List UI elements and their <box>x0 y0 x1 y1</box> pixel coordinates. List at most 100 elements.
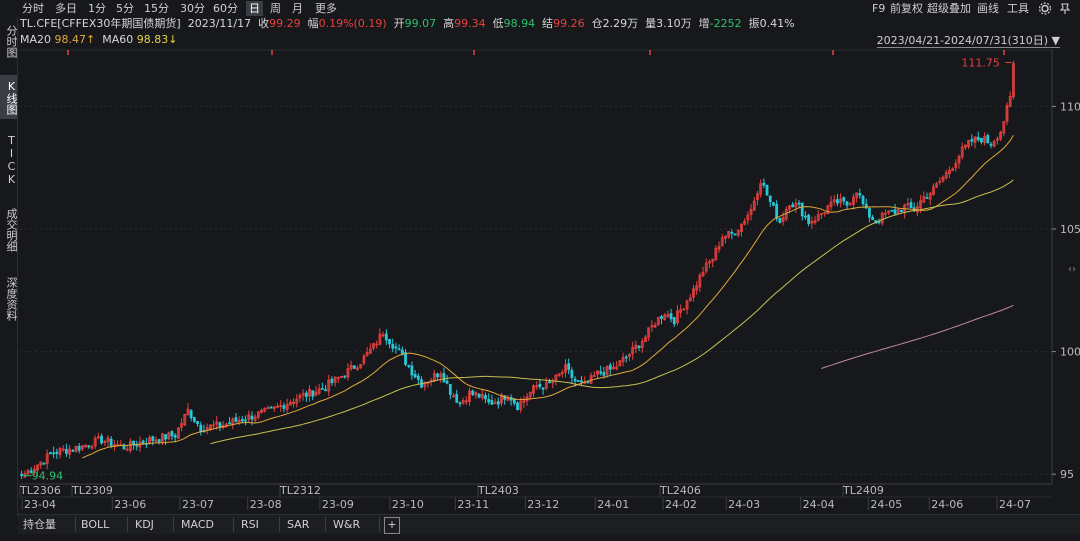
candle-body <box>189 410 193 419</box>
tab-kdj[interactable]: KDJ <box>130 517 174 532</box>
overlay-button[interactable]: 超级叠加 <box>927 2 971 15</box>
candle-body <box>663 314 667 320</box>
add-indicator-button[interactable]: + <box>384 517 400 534</box>
candle-body <box>884 212 887 215</box>
kline-chart[interactable]: 95 100 105 110 ‹› 23-04 23-06 23-07 23-08 23-09 23… <box>0 0 1080 514</box>
period-30min[interactable]: 30分 <box>180 2 205 15</box>
candle-body <box>624 356 628 359</box>
candle-body <box>573 378 577 382</box>
sidebar-item-kline[interactable]: K线图 <box>0 75 18 119</box>
candle-body <box>20 474 23 477</box>
axes: 95 100 105 110 ‹› 23-04 23-06 23-07 23-08 23-09 23… <box>19 50 1080 511</box>
candle-body <box>352 365 356 369</box>
tab-open-interest[interactable]: 持仓量 <box>18 517 76 532</box>
tab-boll[interactable]: BOLL <box>76 517 128 532</box>
candle-body <box>560 371 564 374</box>
period-more[interactable]: 更多 <box>315 2 337 15</box>
candle-body <box>180 423 183 428</box>
candle-body <box>141 440 145 444</box>
period-15min[interactable]: 15分 <box>144 2 169 15</box>
candle-body <box>692 288 695 298</box>
ma20-value: 98.47↑ <box>54 33 96 46</box>
candle-body <box>250 415 254 420</box>
candle-body <box>628 354 631 357</box>
candle-body <box>439 373 443 378</box>
period-60min[interactable]: 60分 <box>213 2 238 15</box>
min-label: 94.94 <box>32 470 64 483</box>
ma60-line <box>210 179 1014 445</box>
candle-body <box>768 195 772 202</box>
period-daily[interactable]: 日 <box>246 1 263 16</box>
candle-body <box>266 407 270 410</box>
sidebar-item-depth-info[interactable]: 深度资料 <box>5 277 18 321</box>
candle-body <box>679 309 683 313</box>
candle-body <box>381 334 385 337</box>
candle-body <box>682 308 686 311</box>
candle-body <box>576 380 580 382</box>
candle-body <box>644 336 647 342</box>
candle-body <box>727 230 731 238</box>
sidebar-item-tick[interactable]: TICK <box>5 134 18 186</box>
candle-body <box>496 401 500 405</box>
date-label-23-07: 23-07 <box>182 498 214 511</box>
candle-body <box>823 212 827 214</box>
candle-body <box>855 192 859 198</box>
symbol-name: TL.CFE[CFFEX30年期国债期货] <box>20 17 181 30</box>
candle-body <box>791 204 795 208</box>
period-toolbar: 分时 多日 1分 5分 15分 30分 60分 日 周 月 更多 F9 前复权 … <box>0 0 1080 17</box>
candle-body <box>893 209 897 215</box>
candle-body <box>730 231 734 234</box>
f9-button[interactable]: F9 <box>872 2 886 15</box>
period-1min[interactable]: 1分 <box>88 2 106 15</box>
candle-body <box>436 373 439 378</box>
candle-body <box>976 136 980 140</box>
settle-label: 结 <box>542 17 554 30</box>
sidebar-item-trade-detail[interactable]: 成交明细 <box>5 208 18 252</box>
tab-wr[interactable]: W&R <box>328 517 380 532</box>
date-label-24-04: 24-04 <box>803 498 835 511</box>
period-monthly[interactable]: 月 <box>292 2 303 15</box>
date-range-selector[interactable]: 2023/04/21-2024/07/31(310日) ▼ <box>876 34 1060 48</box>
candle-body <box>519 401 523 411</box>
change-label: 幅 <box>307 17 319 30</box>
tab-sar[interactable]: SAR <box>282 517 326 532</box>
period-multiday[interactable]: 多日 <box>55 2 77 15</box>
candle-body <box>349 364 353 370</box>
date-label-23-06: 23-06 <box>114 498 146 511</box>
candle-body <box>804 215 807 218</box>
pin-icon[interactable] <box>1058 2 1072 15</box>
date-label-23-08: 23-08 <box>250 498 282 511</box>
period-intraday[interactable]: 分时 <box>22 2 44 15</box>
date-label-23-10: 23-10 <box>392 498 424 511</box>
candle-body <box>612 367 615 370</box>
tab-rsi[interactable]: RSI <box>236 517 280 532</box>
candle-body <box>999 131 1002 140</box>
candle-body <box>532 385 535 394</box>
candle-body <box>39 461 43 466</box>
candle-body <box>615 366 619 370</box>
candle-body <box>320 387 324 390</box>
candle-body <box>810 220 814 224</box>
contract-label-TL2403: TL2403 <box>477 484 519 497</box>
sidebar-item-intraday-chart[interactable]: 分时图 <box>5 24 18 58</box>
amp-label: 振 <box>748 17 760 30</box>
adjust-button[interactable]: 前复权 <box>890 2 923 15</box>
candle-body <box>186 408 190 416</box>
candle-body <box>199 424 203 432</box>
tab-macd[interactable]: MACD <box>176 517 234 532</box>
period-weekly[interactable]: 周 <box>270 2 281 15</box>
candle-body <box>778 218 782 223</box>
candle-body <box>839 198 843 204</box>
candle-body <box>548 381 551 384</box>
vol-value: 3.10万 <box>656 17 692 30</box>
candle-body <box>516 402 519 410</box>
quote-info-line: TL.CFE[CFFEX30年期国债期货] 2023/11/17 收99.29 … <box>20 17 795 31</box>
gear-icon[interactable] <box>1038 2 1052 15</box>
candle-body <box>471 390 475 395</box>
draw-line-button[interactable]: 画线 <box>977 2 999 15</box>
candle-body <box>263 407 267 412</box>
candle-body <box>781 217 785 223</box>
period-5min[interactable]: 5分 <box>116 2 134 15</box>
date-label-24-06: 24-06 <box>931 498 963 511</box>
tools-button[interactable]: 工具 <box>1007 2 1029 15</box>
